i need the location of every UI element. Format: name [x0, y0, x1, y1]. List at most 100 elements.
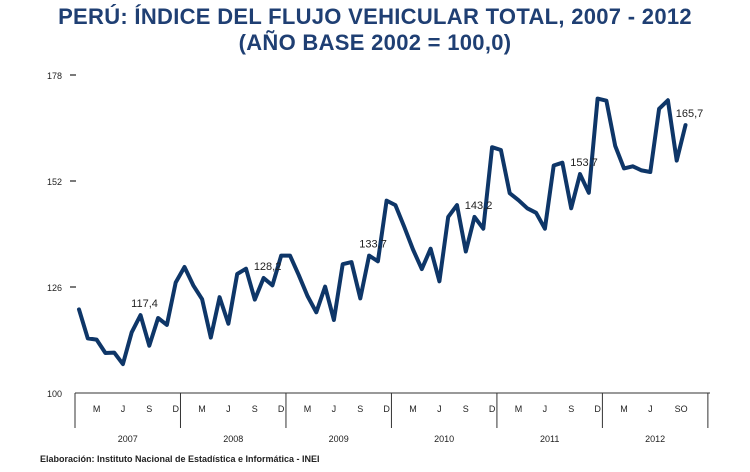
month-tick-label: J — [121, 404, 126, 414]
data-point — [464, 250, 467, 253]
data-point — [605, 99, 608, 102]
month-tick-label: J — [648, 404, 653, 414]
data-label: 128,2 — [254, 261, 282, 273]
data-point — [77, 308, 81, 311]
data-point — [587, 191, 591, 195]
data-point — [420, 267, 424, 271]
month-tick-label: S — [357, 404, 363, 414]
month-tick-label: J — [226, 404, 231, 414]
data-point — [227, 322, 230, 325]
month-tick-label: M — [93, 404, 101, 414]
data-point — [684, 123, 687, 127]
year-label: 2010 — [434, 434, 454, 444]
chart-title-line2: (AÑO BASE 2002 = 100,0) — [238, 30, 512, 55]
data-point — [367, 254, 371, 257]
data-point — [534, 211, 538, 214]
data-point — [236, 272, 239, 276]
year-label: 2008 — [223, 434, 243, 444]
data-point — [315, 311, 318, 314]
data-point — [323, 285, 327, 288]
data-point — [675, 159, 678, 162]
data-point — [200, 298, 204, 301]
data-point — [596, 97, 599, 100]
month-tick-label: J — [437, 404, 442, 414]
data-point — [306, 294, 309, 298]
data-point — [209, 336, 213, 339]
data-point — [253, 298, 256, 301]
data-point — [543, 227, 547, 230]
data-point — [297, 273, 300, 277]
data-point — [394, 203, 397, 207]
data-point — [174, 281, 177, 284]
data-point — [192, 284, 195, 287]
data-point — [244, 267, 248, 270]
month-tick-label: D — [383, 404, 390, 414]
data-point — [570, 207, 573, 210]
data-point — [156, 316, 160, 320]
year-label: 2012 — [645, 434, 665, 444]
month-tick-label: M — [304, 404, 312, 414]
data-point — [130, 331, 133, 334]
month-tick-label: SO — [675, 404, 688, 414]
chart-title: PERÚ: ÍNDICE DEL FLUJO VEHICULAR TOTAL, … — [0, 4, 750, 56]
data-label: 165,7 — [676, 108, 704, 120]
data-point — [104, 351, 107, 355]
month-tick-label: J — [332, 404, 337, 414]
data-point — [218, 295, 221, 299]
data-point — [271, 284, 274, 287]
month-tick-label: D — [594, 404, 601, 414]
data-point — [429, 247, 432, 250]
data-point — [649, 170, 652, 174]
data-point — [86, 337, 89, 340]
month-tick-label: S — [463, 404, 469, 414]
data-point — [279, 254, 283, 257]
data-point — [455, 203, 459, 207]
data-point — [121, 362, 125, 366]
data-point — [403, 225, 406, 228]
year-label: 2009 — [329, 434, 349, 444]
data-point — [350, 260, 353, 264]
year-label: 2007 — [118, 434, 138, 444]
data-point — [438, 280, 441, 283]
footer-credit: Elaboración: Instituto Nacional de Estad… — [40, 454, 320, 464]
month-tick-label: D — [489, 404, 496, 414]
data-point — [666, 99, 670, 102]
data-label: 133,7 — [359, 239, 387, 251]
data-point — [95, 338, 98, 341]
data-point — [473, 215, 476, 219]
data-point — [490, 145, 494, 149]
data-point — [332, 318, 336, 322]
data-point — [262, 276, 265, 280]
data-point — [183, 265, 186, 269]
data-label: 117,4 — [131, 298, 158, 310]
month-tick-label: M — [620, 404, 628, 414]
data-point — [561, 161, 564, 164]
month-tick-label: D — [278, 404, 285, 414]
data-point — [148, 344, 151, 347]
data-point — [517, 198, 520, 202]
data-point — [385, 199, 388, 202]
data-point — [112, 351, 116, 354]
data-point — [359, 297, 362, 300]
data-point — [288, 254, 292, 257]
month-tick-label: M — [409, 404, 417, 414]
y-tick-label: 178 — [47, 71, 62, 81]
data-point — [499, 148, 503, 152]
y-tick-label: 100 — [47, 389, 62, 399]
data-point — [552, 164, 555, 167]
data-point — [526, 207, 529, 210]
data-point — [613, 144, 617, 148]
month-tick-label: J — [543, 404, 548, 414]
data-point — [411, 248, 415, 251]
data-point — [376, 260, 380, 263]
month-tick-label: M — [198, 404, 206, 414]
month-tick-label: S — [146, 404, 152, 414]
data-point — [657, 107, 661, 111]
month-tick-label: D — [172, 404, 179, 414]
month-tick-label: S — [252, 404, 258, 414]
data-label: 143,2 — [465, 200, 493, 212]
data-point — [578, 172, 582, 176]
data-point — [508, 192, 511, 195]
data-point — [165, 323, 169, 327]
data-point — [139, 313, 142, 317]
